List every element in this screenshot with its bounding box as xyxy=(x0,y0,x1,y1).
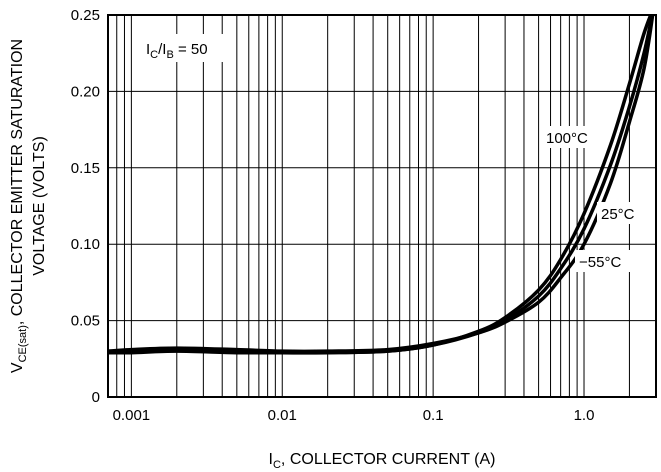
series-line-minus55c xyxy=(108,15,655,354)
y-tick-label: 0.10 xyxy=(71,236,100,253)
x-axis-label: IC, COLLECTOR CURRENT (A) xyxy=(269,451,496,471)
annotation-text: IC/IB = 50 xyxy=(146,41,208,61)
grid xyxy=(107,14,657,398)
series-group xyxy=(108,15,655,355)
y-tick-label: 0.15 xyxy=(71,160,100,177)
series-label-100c: 100°C xyxy=(540,126,600,148)
series-label-100c-text: 100°C xyxy=(546,130,588,147)
x-tick-label: 0.01 xyxy=(268,407,297,424)
y-axis-label-line2: VOLTAGE (VOLTS) xyxy=(31,136,48,276)
series-label-25c-text: 25°C xyxy=(601,206,635,223)
plot-frame xyxy=(107,14,657,398)
x-tick-label: 1.0 xyxy=(574,407,595,424)
series-label-minus55c: −55°C xyxy=(575,250,635,272)
x-tick-label: 0.1 xyxy=(423,407,444,424)
annotation-background xyxy=(138,34,230,62)
annotation-ratio: IC/IB = 50 xyxy=(138,34,230,62)
tick-labels: 0.001 0.01 0.1 1.0 0 0.05 0.10 0.15 0.20 0.25 xyxy=(71,7,595,424)
y-tick-label: 0.05 xyxy=(71,313,100,330)
y-tick-label: 0 xyxy=(92,389,100,406)
series-label-25c: 25°C xyxy=(597,202,653,224)
x-tick-label: 0.001 xyxy=(113,407,151,424)
y-tick-label: 0.20 xyxy=(71,83,100,100)
series-label-minus55c-text: −55°C xyxy=(579,254,621,271)
y-tick-label: 0.25 xyxy=(71,7,100,24)
y-axis-label-line1: VCE(sat), COLLECTOR EMITTER SATURATION xyxy=(9,39,29,373)
